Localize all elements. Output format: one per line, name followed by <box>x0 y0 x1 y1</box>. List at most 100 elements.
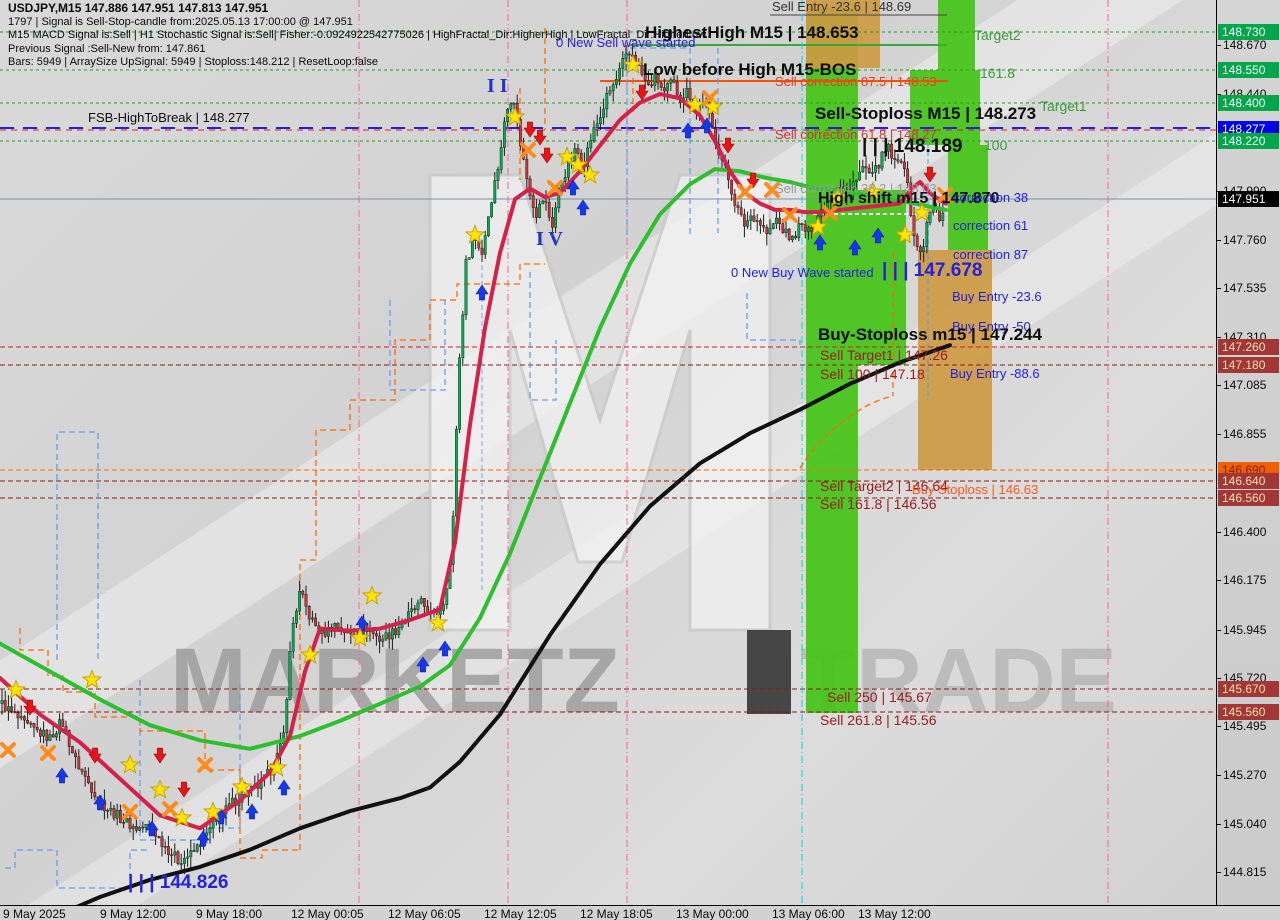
candle-body <box>627 53 631 56</box>
price-tick-label: 146.175 <box>1216 573 1267 587</box>
price-tick-label: 145.495 <box>1216 719 1267 733</box>
candle-body <box>3 700 7 712</box>
candle-body <box>928 212 932 223</box>
candle-body <box>595 123 599 128</box>
price-tick-label: 148.670 <box>1216 38 1267 52</box>
candle-body <box>186 856 189 859</box>
time-tick-label: 9 May 18:00 <box>196 907 263 920</box>
candle-body <box>381 638 385 642</box>
price-tick-label: 147.760 <box>1216 233 1267 247</box>
candle-body <box>925 222 929 247</box>
bars-info-line: Bars: 5949 | ArraySize UpSignal: 5949 | … <box>8 56 378 68</box>
candle-body <box>157 836 161 838</box>
candle-body <box>941 212 945 221</box>
candle-body <box>778 217 782 224</box>
star-signal-icon <box>361 585 383 605</box>
candle-body <box>391 628 394 640</box>
time-tick-label: 12 May 06:05 <box>388 907 461 920</box>
buy-arrow-icon <box>813 234 827 251</box>
candle-body <box>128 818 132 829</box>
candle-body <box>781 223 785 233</box>
star-signal-icon <box>171 807 193 827</box>
fractal-channel-blue <box>389 300 446 391</box>
candle-body <box>298 591 301 612</box>
price-scale[interactable]: 148.670148.440147.990147.760147.535147.3… <box>1216 0 1280 905</box>
star-signal-icon <box>622 54 644 74</box>
candle-body <box>615 79 618 85</box>
ma-slow-black <box>76 343 952 905</box>
star-signal-icon <box>349 627 371 647</box>
candle-body <box>503 121 506 148</box>
star-signal-icon <box>567 154 589 174</box>
candle-body <box>10 706 13 712</box>
candle-body <box>176 851 180 864</box>
buy-arrow-icon <box>55 767 69 784</box>
chart-plot-area[interactable]: MARKETZ TRADE Sell Entry -23.6 | 148.69 Hi… <box>0 0 1216 905</box>
candle-body <box>650 84 654 87</box>
exit-x-icon <box>782 207 798 223</box>
candle-body <box>887 143 890 152</box>
star-signal-icon <box>827 186 849 206</box>
candle-body <box>867 167 871 174</box>
candle-body <box>471 240 474 258</box>
buy-arrow-icon <box>416 656 430 673</box>
price-level-badge: 147.951 <box>1218 191 1279 207</box>
exit-x-icon <box>547 180 563 196</box>
candle-body <box>461 314 465 358</box>
buy-arrow-icon <box>566 179 580 196</box>
sell-arrow-icon <box>540 147 554 164</box>
time-axis[interactable]: 9 May 2025 9 May 12:00 9 May 18:00 12 May 0… <box>0 905 1280 920</box>
candle-body <box>512 103 516 105</box>
fractal-channel-orange <box>299 263 545 850</box>
buy-arrow-icon <box>475 284 489 301</box>
exit-x-icon <box>122 804 138 820</box>
candle-body <box>35 726 39 731</box>
signal-line: 1797 | Signal is Sell-Stop-candle from:2… <box>8 15 353 28</box>
candle-body <box>519 118 522 147</box>
candle-body <box>909 182 913 216</box>
candle-body <box>768 228 772 235</box>
candle-body <box>640 65 644 75</box>
candle-body <box>893 157 897 160</box>
candle-body <box>557 187 561 209</box>
candle-body <box>915 235 919 248</box>
candle-body <box>211 821 215 829</box>
buy-arrow-icon <box>277 779 291 796</box>
candle-body <box>291 623 295 652</box>
candle-body <box>327 626 330 637</box>
exit-x-icon <box>40 745 56 761</box>
candle-body <box>387 632 391 640</box>
candle-body <box>864 166 868 169</box>
watermark-separator <box>747 630 791 714</box>
candle-body <box>922 246 926 253</box>
candle-body <box>858 171 862 181</box>
candle-body <box>653 73 657 86</box>
candle-body <box>423 598 426 607</box>
buy-arrow-icon <box>700 117 714 134</box>
candle-body <box>563 177 567 182</box>
candle-body <box>784 228 788 233</box>
star-signal-icon <box>464 224 486 244</box>
candle-body <box>499 147 503 170</box>
star-signal-icon <box>684 94 706 114</box>
candle-body <box>195 844 199 852</box>
candle-body <box>39 729 42 737</box>
candle-body <box>800 223 804 225</box>
candle-body <box>67 730 71 747</box>
price-level-badge: 148.400 <box>1218 95 1279 111</box>
sell-arrow-icon <box>88 747 102 764</box>
candle-body <box>467 257 471 260</box>
candle-body <box>125 818 129 823</box>
candle-body <box>525 158 529 180</box>
candle-body <box>576 148 580 154</box>
candle-body <box>531 195 535 208</box>
exit-x-icon <box>162 801 178 817</box>
star-signal-icon <box>427 612 449 632</box>
star-signal-icon <box>5 679 27 699</box>
candle-body <box>541 200 545 205</box>
candle-body <box>880 151 884 169</box>
time-tick-label: 13 May 12:00 <box>858 907 931 920</box>
chart-canvas[interactable]: MARKETZ TRADE <box>0 0 1216 905</box>
candle-body <box>83 771 87 777</box>
sell-arrow-icon <box>533 129 547 146</box>
